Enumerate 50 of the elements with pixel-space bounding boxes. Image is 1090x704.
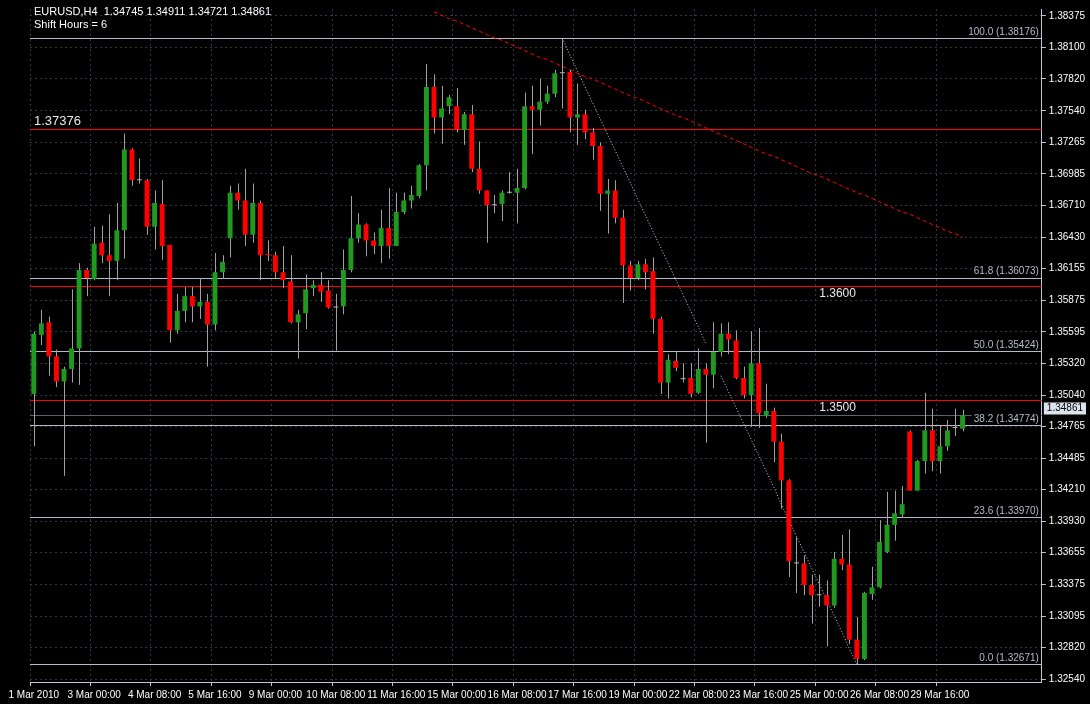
y-tick-label: 1.32540 bbox=[1048, 673, 1086, 685]
y-tick-label: 1.33095 bbox=[1048, 610, 1086, 622]
ref-line-label: 50.0 (1.35424) bbox=[973, 339, 1039, 351]
x-tick-label: 11 Mar 16:00 bbox=[367, 688, 426, 700]
y-tick-label: 1.36985 bbox=[1048, 167, 1086, 179]
x-tick-label: 10 Mar 08:00 bbox=[306, 688, 366, 700]
y-tick-label: 1.34765 bbox=[1048, 420, 1086, 432]
y-tick-label: 1.34485 bbox=[1048, 451, 1086, 463]
y-tick-label: 1.35875 bbox=[1048, 293, 1086, 305]
y-tick-label: 1.36430 bbox=[1048, 230, 1086, 242]
x-tick-label: 5 Mar 16:00 bbox=[188, 688, 243, 700]
y-tick-label: 1.35320 bbox=[1048, 356, 1086, 368]
chart-title: EURUSD,H4 1.34745 1.34911 1.34721 1.34861 bbox=[34, 5, 272, 17]
ref-line-label: 100.0 (1.38176) bbox=[968, 26, 1039, 38]
ref-line-label: 1.34861 bbox=[1046, 402, 1084, 414]
y-tick-label: 1.35040 bbox=[1048, 388, 1086, 400]
ref-line-label: 1.3600 bbox=[819, 286, 857, 301]
y-tick-label: 1.34210 bbox=[1048, 483, 1086, 495]
y-tick-label: 1.37540 bbox=[1048, 104, 1086, 116]
y-tick-label: 1.37820 bbox=[1048, 72, 1086, 84]
x-tick-label: 17 Mar 16:00 bbox=[547, 688, 608, 700]
x-tick-label: 29 Mar 16:00 bbox=[910, 688, 970, 700]
y-tick-label: 1.37265 bbox=[1048, 135, 1086, 147]
x-tick-label: 3 Mar 00:00 bbox=[67, 688, 122, 700]
y-tick-label: 1.36155 bbox=[1048, 262, 1086, 274]
y-tick-label: 1.38375 bbox=[1048, 9, 1086, 21]
x-tick-label: 15 Mar 00:00 bbox=[427, 688, 487, 700]
x-tick-label: 9 Mar 00:00 bbox=[248, 688, 303, 700]
y-tick-label: 1.33655 bbox=[1048, 546, 1086, 558]
x-tick-label: 4 Mar 08:00 bbox=[127, 688, 182, 700]
y-tick-label: 1.32820 bbox=[1048, 641, 1086, 653]
y-tick-label: 1.33930 bbox=[1048, 515, 1086, 527]
x-tick-label: 22 Mar 08:00 bbox=[668, 688, 729, 700]
ref-line-label: 0.0 (1.32671) bbox=[979, 652, 1039, 664]
y-tick-label: 1.38100 bbox=[1048, 40, 1086, 52]
ref-line-label: 61.8 (1.36073) bbox=[973, 265, 1039, 277]
y-tick-label: 1.35595 bbox=[1048, 325, 1086, 337]
text: Shift Hours = 6 bbox=[34, 18, 108, 30]
ref-line-label: 23.6 (1.33970) bbox=[973, 504, 1039, 516]
x-tick-label: 19 Mar 00:00 bbox=[608, 688, 668, 700]
x-tick-label: 25 Mar 00:00 bbox=[789, 688, 849, 700]
x-tick-label: 1 Mar 2010 bbox=[8, 688, 60, 700]
y-tick-label: 1.36710 bbox=[1048, 198, 1086, 210]
ref-line-label: 1.3500 bbox=[819, 399, 857, 414]
x-tick-label: 23 Mar 16:00 bbox=[729, 688, 789, 700]
ref-line-label: 38.2 (1.34774) bbox=[973, 413, 1039, 425]
x-tick-label: 26 Mar 08:00 bbox=[850, 688, 910, 700]
x-tick-label: 16 Mar 08:00 bbox=[487, 688, 547, 700]
ref-line-label: 1.37376 bbox=[34, 112, 81, 128]
y-tick-label: 1.33375 bbox=[1048, 578, 1086, 590]
